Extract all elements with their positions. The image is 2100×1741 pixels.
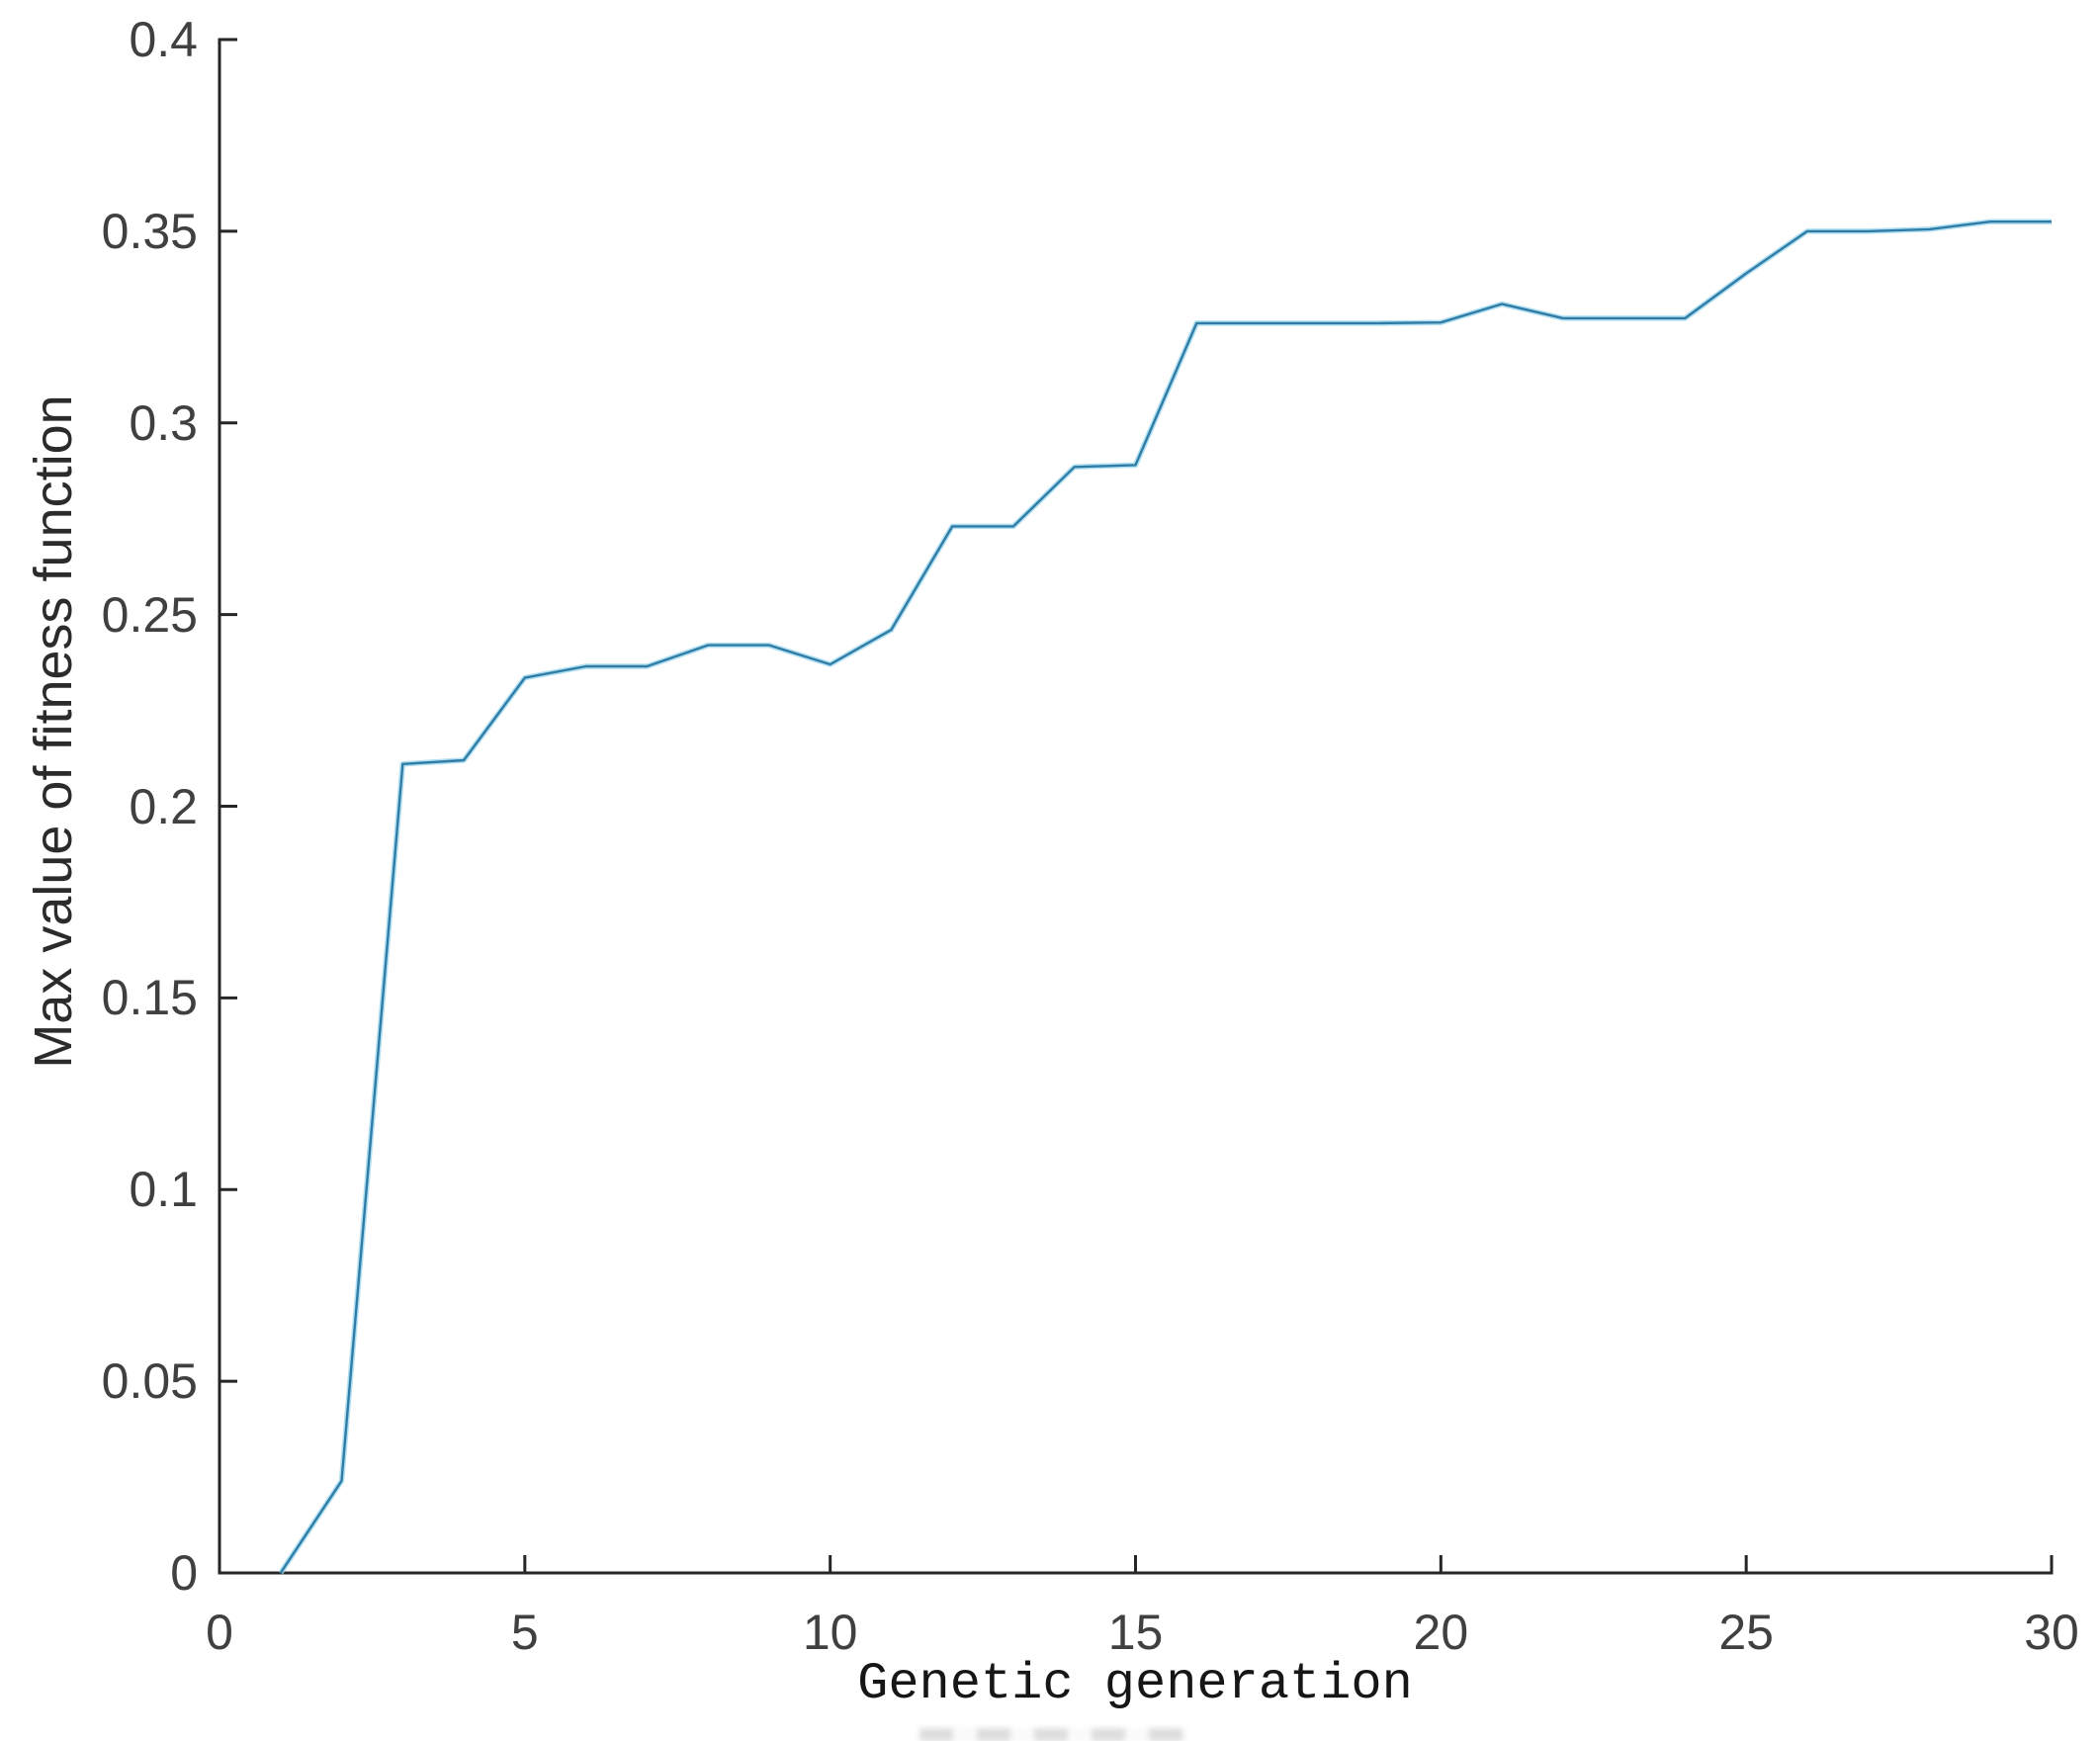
fitness-line — [279, 219, 2052, 1574]
tick-marks — [218, 38, 2054, 1575]
y-tick-label: 0.25 — [101, 586, 198, 643]
cropped-caption-artifact — [919, 1728, 1186, 1741]
x-tick-label: 10 — [802, 1605, 858, 1660]
y-tick-label: 0.15 — [101, 970, 198, 1026]
y-tick-label: 0 — [170, 1545, 198, 1601]
x-tick-label: 15 — [1107, 1605, 1164, 1660]
y-tick-label: 0.05 — [101, 1353, 198, 1410]
x-tick-label: 5 — [510, 1605, 539, 1660]
x-tick-label: 0 — [206, 1605, 233, 1660]
y-axis-label: Max value of fitness function — [24, 394, 83, 1069]
x-tick-label: 25 — [1718, 1605, 1774, 1660]
y-tick-label: 0.3 — [129, 394, 198, 451]
y-tick-label: 0.1 — [129, 1162, 198, 1218]
x-tick-label: 30 — [2024, 1605, 2079, 1660]
y-tick-label: 0.2 — [129, 778, 198, 834]
x-axis-label: Genetic generation — [857, 1655, 1413, 1713]
y-tick-label: 0.4 — [129, 12, 198, 67]
fitness-line-halo — [278, 218, 2052, 1575]
y-tick-label: 0.35 — [101, 203, 198, 259]
x-tick-label: 20 — [1413, 1605, 1469, 1660]
